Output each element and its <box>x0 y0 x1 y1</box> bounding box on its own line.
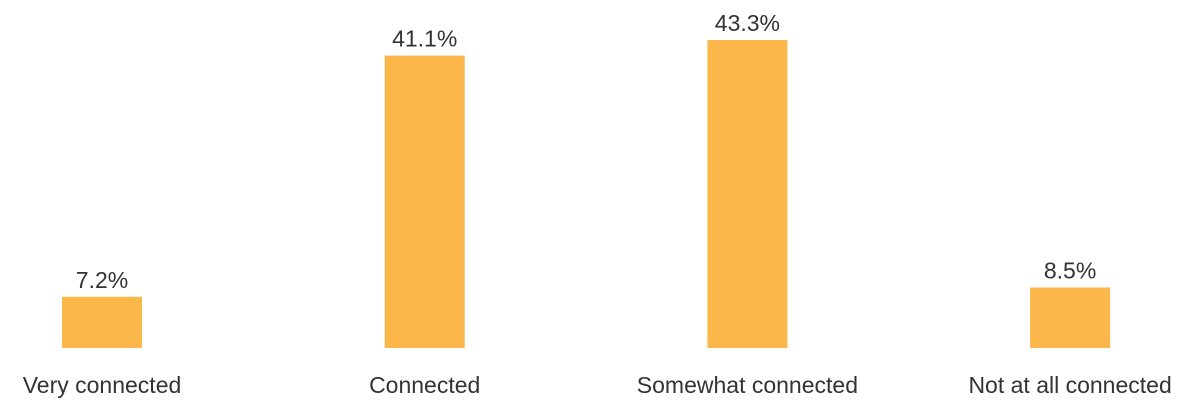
category-labels-group: Very connected Connected Somewhat connecte… <box>23 372 1172 398</box>
value-label-0: 7.2% <box>76 267 128 293</box>
bar-3 <box>1030 287 1111 348</box>
category-label-0: Very connected <box>23 372 182 398</box>
category-label-2: Somewhat connected <box>637 372 858 398</box>
bar-1 <box>384 55 465 348</box>
bar-0 <box>62 296 142 348</box>
bar-2 <box>707 40 788 348</box>
bars-group <box>62 40 1111 348</box>
value-labels-group: 7.2% 41.1% 43.3% 8.5% <box>76 10 1097 293</box>
value-label-1: 41.1% <box>392 26 457 52</box>
value-label-2: 43.3% <box>715 10 780 36</box>
category-label-1: Connected <box>369 372 480 398</box>
value-label-3: 8.5% <box>1044 258 1096 284</box>
category-label-3: Not at all connected <box>968 372 1171 398</box>
